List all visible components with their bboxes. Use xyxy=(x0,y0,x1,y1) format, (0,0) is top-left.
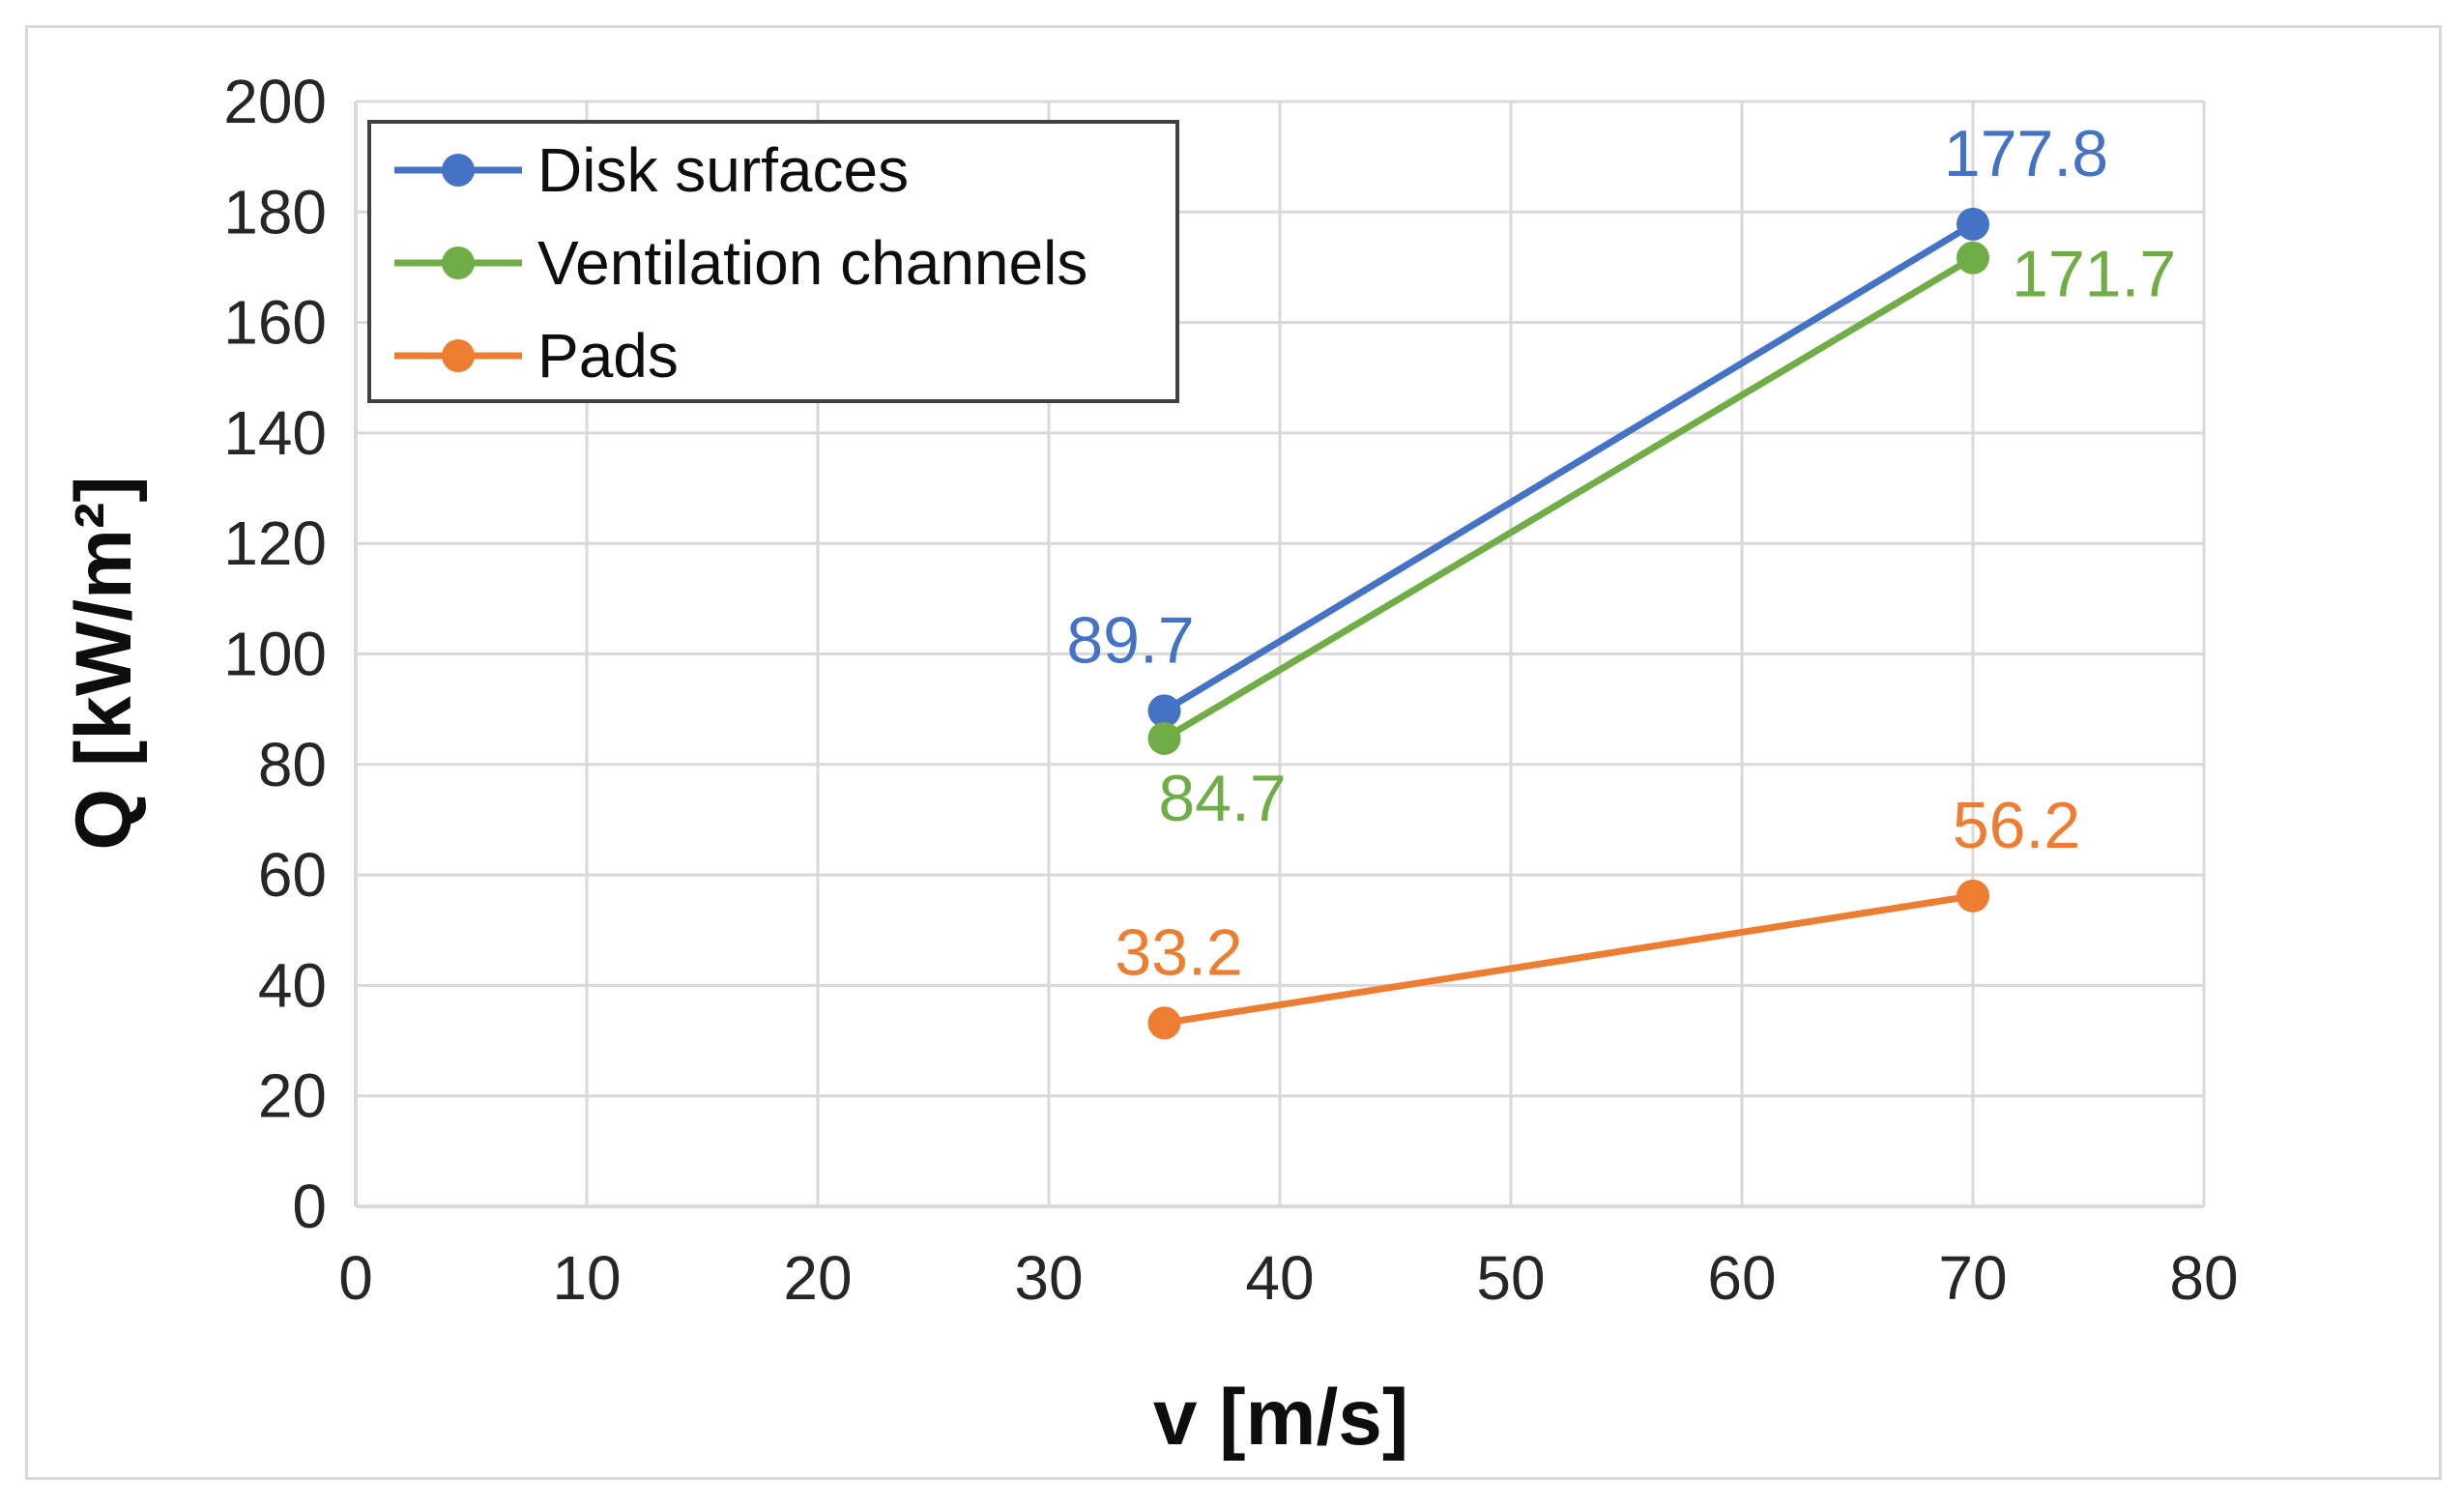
x-tick-label-80: 80 xyxy=(2169,1243,2238,1313)
data-label-ventilation-channels-1: 171.7 xyxy=(2012,238,2176,311)
y-tick-label-20: 20 xyxy=(258,1061,327,1131)
x-tick-label-60: 60 xyxy=(1707,1243,1776,1313)
y-tick-label-200: 200 xyxy=(223,67,327,136)
tick-labels: 0 20 40 60 80 100 120 140 160 180 200 0 10 20 30 40 50 60… xyxy=(223,67,2238,1313)
data-label-disk-surfaces-0: 89.7 xyxy=(1066,603,1194,677)
legend-label-ventilation-channels: Ventilation channels xyxy=(537,228,1087,298)
legend-item-disk-surfaces[interactable]: Disk surfaces xyxy=(394,135,909,205)
x-tick-label-0: 0 xyxy=(338,1243,373,1313)
data-point-ventilation-channels-0 xyxy=(1147,721,1181,755)
data-label-pads-0: 33.2 xyxy=(1115,915,1242,989)
y-tick-label-160: 160 xyxy=(223,288,327,358)
y-tick-label-140: 140 xyxy=(223,398,327,468)
data-point-pads-1 xyxy=(1957,879,1989,913)
legend-item-ventilation-channels[interactable]: Ventilation channels xyxy=(394,228,1087,298)
data-label-pads-1: 56.2 xyxy=(1953,789,2080,862)
legend-marker-ventilation-channels xyxy=(442,246,475,279)
legend[interactable]: Disk surfaces Ventilation channels Pads xyxy=(367,120,1179,403)
data-labels: 89.7 177.8 84.7 171.7 33.2 56.2 xyxy=(1066,117,2176,989)
x-tick-label-20: 20 xyxy=(783,1243,852,1313)
y-tick-label-100: 100 xyxy=(223,620,327,689)
x-tick-label-70: 70 xyxy=(1938,1243,2007,1313)
data-label-disk-surfaces-1: 177.8 xyxy=(1944,117,2108,190)
legend-item-pads[interactable]: Pads xyxy=(394,321,679,391)
data-point-disk-surfaces-0 xyxy=(1147,694,1181,728)
legend-label-disk-surfaces: Disk surfaces xyxy=(537,135,909,205)
legend-label-pads: Pads xyxy=(537,321,679,391)
data-point-disk-surfaces-1 xyxy=(1957,207,1989,241)
axes xyxy=(354,102,2204,1208)
y-tick-label-80: 80 xyxy=(258,730,327,799)
series-line-pads xyxy=(1161,892,1977,1027)
x-tick-label-30: 30 xyxy=(1014,1243,1083,1313)
y-tick-label-0: 0 xyxy=(292,1172,327,1241)
y-tick-label-40: 40 xyxy=(258,950,327,1020)
x-tick-label-50: 50 xyxy=(1476,1243,1545,1313)
data-point-pads-0 xyxy=(1147,1006,1181,1040)
series-lines xyxy=(1147,207,1989,1040)
y-tick-label-60: 60 xyxy=(258,840,327,910)
x-axis-title: v [m/s] xyxy=(1153,1374,1408,1462)
legend-marker-pads xyxy=(442,339,475,372)
x-tick-label-40: 40 xyxy=(1245,1243,1314,1313)
series-line-ventilation-channels xyxy=(1161,254,1977,742)
data-label-ventilation-channels-0: 84.7 xyxy=(1158,762,1286,835)
data-point-ventilation-channels-1 xyxy=(1957,241,1989,275)
y-tick-label-120: 120 xyxy=(223,508,327,578)
y-tick-label-180: 180 xyxy=(223,177,327,246)
legend-marker-disk-surfaces xyxy=(442,154,475,187)
series-line-disk-surfaces xyxy=(1161,220,1977,714)
y-axis-title: Q [kW/m²] xyxy=(60,476,148,850)
x-tick-label-10: 10 xyxy=(552,1243,621,1313)
